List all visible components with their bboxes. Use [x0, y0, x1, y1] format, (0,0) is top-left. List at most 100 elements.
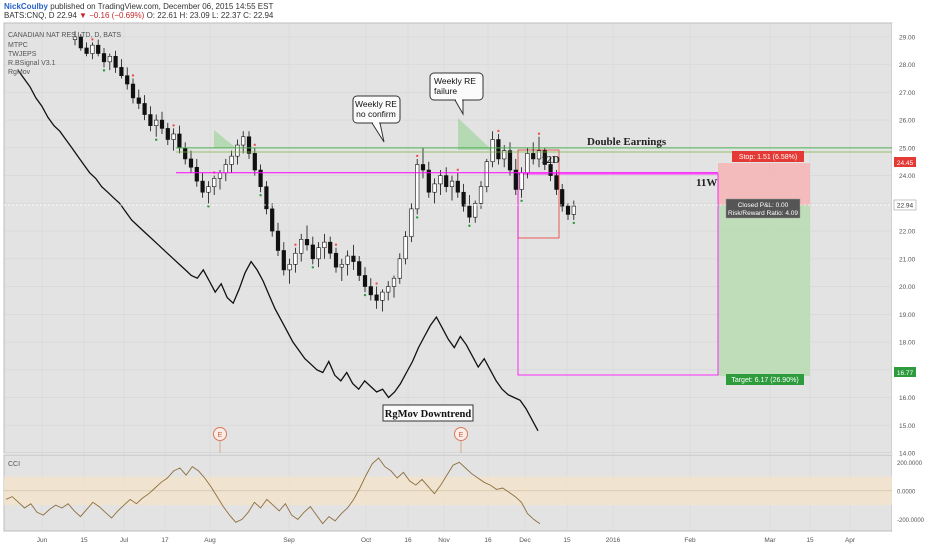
time-tick-label: 17: [161, 537, 169, 544]
rgmov-downtrend-box[interactable]: RgMov Downtrend: [382, 404, 474, 422]
candle: [229, 150, 234, 173]
price-axis[interactable]: [892, 23, 932, 453]
publish-line: NickCoulby published on TradingView.com,…: [4, 2, 273, 11]
signal-dot-green: [520, 199, 523, 202]
candle-body: [362, 275, 368, 287]
candle: [90, 38, 95, 60]
signal-dot-red: [91, 38, 94, 41]
candle-body: [507, 150, 513, 171]
candle-body: [536, 150, 542, 160]
candle: [571, 200, 576, 225]
candle-body: [420, 164, 426, 171]
close-value: C: 22.94: [243, 11, 274, 20]
earnings-marker-2[interactable]: E: [454, 427, 468, 454]
candle: [374, 282, 379, 309]
candle: [241, 131, 246, 154]
price-tick-label: 26.00: [899, 118, 916, 125]
candle-body: [478, 186, 484, 204]
candle: [328, 236, 333, 259]
cci-tick-label: 0.0000: [897, 489, 916, 495]
label-12d: 12D: [541, 154, 560, 166]
signal-dot-red: [172, 124, 175, 127]
candle: [391, 275, 397, 298]
candle: [119, 59, 124, 79]
candle: [467, 195, 472, 227]
candle: [148, 106, 153, 132]
stop-zone: [718, 163, 810, 205]
target-price-badge: [894, 367, 916, 377]
legend-study-rbsignal: R.BSignal V3.1: [8, 60, 56, 67]
candle-body: [125, 75, 130, 85]
price-tick-label: 28.00: [899, 62, 916, 69]
candle-body: [502, 150, 507, 160]
candle: [548, 158, 553, 182]
candle-body: [554, 175, 559, 190]
candle: [154, 114, 159, 141]
candle: [72, 31, 78, 46]
price-tick-label: 16.00: [899, 395, 916, 402]
candle: [554, 170, 559, 195]
signal-dot-red: [537, 132, 541, 135]
candle: [502, 145, 507, 168]
candle: [188, 150, 194, 173]
price-tick-label: 27.00: [899, 90, 916, 97]
candle: [432, 178, 437, 204]
candle-body: [304, 239, 310, 246]
time-tick-label: Sep: [283, 537, 295, 544]
candle-body: [322, 241, 327, 249]
candle-body: [90, 44, 95, 54]
stop-label: Stop: 1.51 (6.58%): [739, 154, 797, 161]
candle-body: [223, 164, 228, 174]
candle-body: [333, 252, 339, 268]
time-tick-label: Dec: [519, 537, 531, 544]
earnings-marker-1[interactable]: E: [213, 427, 227, 454]
candle: [455, 168, 460, 198]
callout-weekly-re-failure[interactable]: Weekly RE failure: [429, 72, 484, 116]
candle: [252, 143, 257, 176]
time-tick-label: Apr: [845, 537, 856, 544]
candle-body: [339, 264, 344, 268]
price-tick-label: 18.00: [899, 340, 916, 347]
cci-line: [5, 457, 541, 525]
candle-body: [455, 180, 460, 193]
price-tick-label: 25.00: [899, 145, 916, 152]
candle: [380, 289, 385, 312]
candle-body: [252, 153, 257, 171]
time-tick-label: 16: [484, 537, 492, 544]
candle-body: [183, 147, 188, 160]
candle-body: [403, 236, 408, 260]
candle: [351, 244, 356, 270]
target-zone: [718, 204, 810, 377]
candle-body: [287, 264, 292, 271]
candle-body: [519, 172, 524, 190]
green-triangle: [214, 130, 236, 148]
candle: [345, 250, 350, 276]
time-tick-label: 2016: [606, 537, 621, 544]
candle: [386, 281, 391, 301]
price-tick-label: 20.00: [899, 284, 916, 291]
signal-dot-red: [294, 243, 297, 246]
cci-tick-label: 200.0000: [897, 461, 923, 467]
publish-text: published on TradingView.com, December 0…: [50, 2, 274, 11]
candle-body: [513, 169, 518, 190]
candle: [113, 50, 118, 73]
candle: [125, 67, 130, 90]
candle: [461, 183, 466, 212]
legend-study-twjeps: TWJEPS: [8, 51, 37, 58]
earnings-marker-2-label: E: [459, 432, 464, 439]
target-label: Target: 6.17 (26.90%): [731, 377, 798, 384]
candle-body: [130, 83, 136, 99]
cci-label: CCI: [8, 461, 20, 468]
signal-dot-green: [311, 266, 314, 269]
callout-weekly-re-no-confirm[interactable]: Weekly RE no confirm: [352, 95, 401, 143]
candle: [478, 181, 484, 209]
candle: [171, 124, 176, 151]
author-link[interactable]: NickCoulby: [4, 2, 49, 11]
candle: [136, 89, 141, 109]
candle-body: [142, 103, 147, 115]
cci-axis[interactable]: [892, 455, 932, 531]
time-tick-label: 16: [404, 537, 412, 544]
candle: [409, 203, 414, 243]
candle: [473, 200, 478, 223]
